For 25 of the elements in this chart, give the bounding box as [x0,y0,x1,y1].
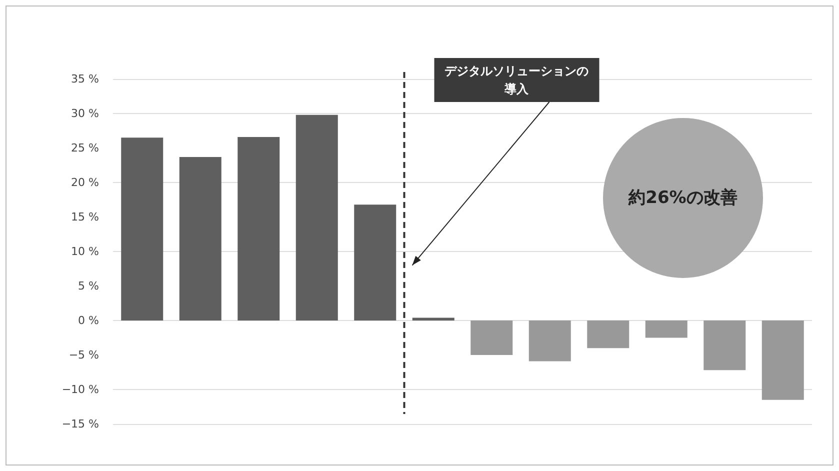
bar [587,320,630,348]
y-tick-label: 15 % [71,210,99,224]
bar [296,114,338,320]
bar [704,320,746,370]
y-tick-label: 0 % [78,314,99,327]
bar [354,204,396,320]
y-tick-label: 25 % [71,142,99,154]
y-tick-label: 30 % [71,107,99,120]
y-tick-label: 20 % [71,176,99,189]
y-tick-label: −5 % [68,348,99,362]
y-tick-label: −10 % [62,383,99,396]
bar [470,320,513,355]
annotation: 約26%の改善 [628,187,738,208]
y-tick-label: 5 % [78,280,99,292]
annotation: デジタルソリューションの導入 [444,64,588,96]
bar [528,320,571,362]
bar [121,138,164,320]
bar [762,320,804,400]
y-tick-label: −15 % [62,418,99,430]
y-tick-label: 10 % [71,245,99,258]
bar [645,320,688,338]
bar [412,318,454,320]
bar [179,156,222,320]
y-tick-label: 35 % [71,72,99,86]
bar [238,136,280,320]
